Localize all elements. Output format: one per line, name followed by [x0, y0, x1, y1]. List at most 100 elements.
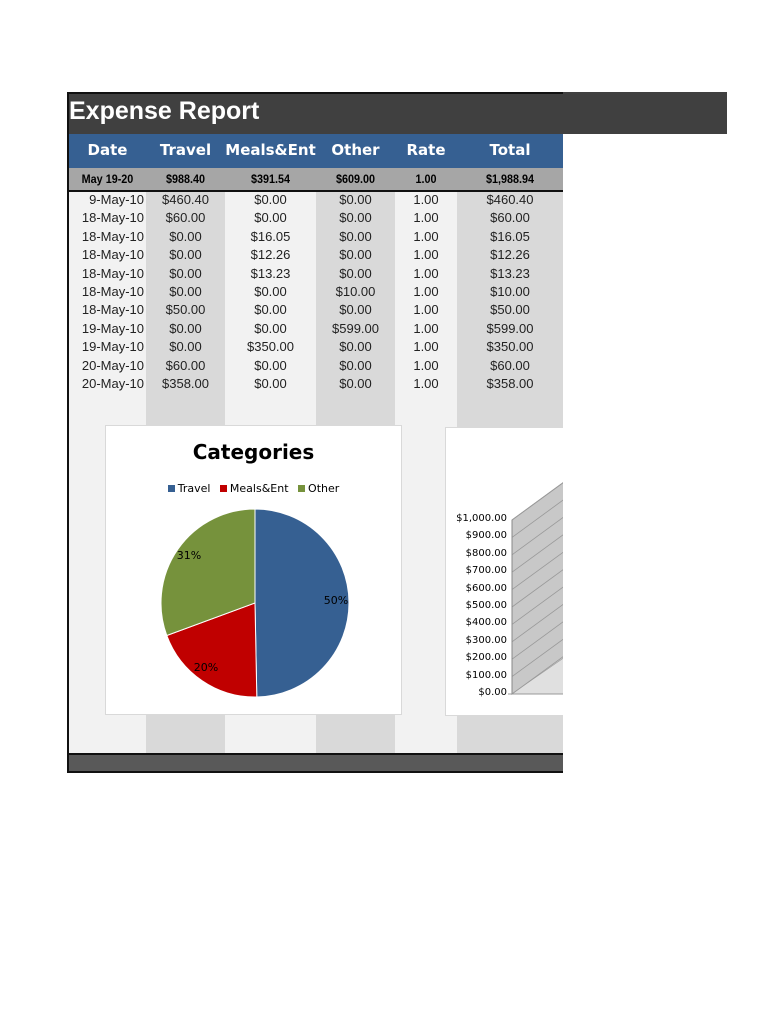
cell-travel[interactable]: $460.40	[162, 192, 209, 207]
cell-meals[interactable]: $0.00	[254, 357, 287, 373]
cell-total[interactable]: $12.26	[490, 247, 530, 263]
y-tick-label: $300.00	[465, 634, 507, 646]
cell-total[interactable]: $350.00	[486, 339, 534, 355]
cell-travel[interactable]: $50.00	[165, 302, 206, 318]
y-tick-label: $900.00	[465, 530, 507, 542]
cell-total[interactable]: $16.05	[490, 228, 530, 244]
pie-legend: Travel Meals&Ent Other	[106, 482, 401, 495]
cell-date[interactable]: 19-May-10	[81, 320, 144, 336]
cell-date[interactable]: 19-May-10	[81, 339, 144, 355]
cell-date[interactable]: 18-May-10	[81, 228, 144, 244]
cell-total[interactable]: $60.00	[490, 357, 530, 373]
cell-meals[interactable]: $0.00	[254, 284, 287, 299]
totals-3d-bar-chart[interactable]: $1,000.00 $900.00 $800.00 $700.00 $600.00 $50…	[445, 427, 563, 716]
header-rate[interactable]: Rate	[406, 141, 446, 159]
cell-travel[interactable]: $0.00	[169, 228, 202, 244]
summary-meals[interactable]: $391.54	[250, 172, 291, 186]
cell-total[interactable]: $13.23	[490, 265, 530, 281]
cell-travel[interactable]: $60.00	[165, 210, 206, 226]
cell-date[interactable]: 20-May-10	[81, 376, 144, 391]
cell-other[interactable]: $0.00	[339, 228, 372, 244]
cell-meals[interactable]: $16.05	[250, 228, 291, 244]
cell-date[interactable]: 9-May-10	[89, 192, 144, 207]
cell-rate[interactable]: 1.00	[413, 210, 439, 226]
header-date[interactable]: Date	[87, 141, 128, 159]
table-header: Date Travel Meals&Ent Other Rate Total	[69, 134, 563, 168]
cell-date[interactable]: 20-May-10	[81, 357, 144, 373]
cell-rate[interactable]: 1.00	[413, 265, 439, 281]
cell-other[interactable]: $0.00	[339, 339, 372, 355]
cell-meals[interactable]: $0.00	[254, 376, 287, 391]
cell-other[interactable]: $599.00	[332, 320, 379, 336]
cell-meals[interactable]: $0.00	[254, 192, 287, 207]
cell-total[interactable]: $599.00	[486, 320, 534, 336]
cell-travel[interactable]: $60.00	[165, 357, 206, 373]
bar-plot-area	[508, 482, 563, 695]
cell-meals[interactable]: $350.00	[247, 339, 294, 355]
legend-item-meals: Meals&Ent	[219, 482, 289, 495]
summary-other[interactable]: $609.00	[335, 172, 376, 186]
cell-other[interactable]: $0.00	[339, 357, 372, 373]
cell-rate[interactable]: 1.00	[413, 339, 439, 355]
cell-other[interactable]: $0.00	[339, 302, 372, 318]
cell-date[interactable]: 18-May-10	[81, 302, 144, 318]
footer-bar	[67, 753, 563, 773]
cell-rate[interactable]: 1.00	[413, 228, 439, 244]
summary-date[interactable]: May 19-20	[81, 172, 134, 186]
pie-data-label: 50%	[324, 594, 348, 607]
cell-date[interactable]: 18-May-10	[81, 284, 144, 299]
cell-rate[interactable]: 1.00	[413, 376, 439, 391]
legend-swatch-meals	[219, 485, 227, 492]
cell-total[interactable]: $460.40	[486, 192, 534, 207]
pie-chart-title: Categories	[192, 440, 315, 464]
y-tick-label: $600.00	[465, 582, 507, 594]
pie-slice-other[interactable]	[160, 508, 256, 637]
summary-row: May 19-20 $988.40 $391.54 $609.00 1.00 $…	[69, 168, 563, 192]
header-other[interactable]: Other	[331, 141, 380, 159]
legend-swatch-travel	[167, 485, 175, 492]
cell-meals[interactable]: $0.00	[254, 320, 287, 336]
cell-rate[interactable]: 1.00	[413, 357, 439, 373]
cell-meals[interactable]: $0.00	[254, 302, 287, 318]
cell-meals[interactable]: $0.00	[254, 210, 287, 226]
cell-rate[interactable]: 1.00	[413, 192, 439, 207]
cell-travel[interactable]: $0.00	[169, 320, 202, 336]
cell-total[interactable]: $50.00	[490, 302, 530, 318]
cell-travel[interactable]: $0.00	[169, 247, 202, 263]
legend-swatch-other	[298, 485, 306, 492]
cell-rate[interactable]: 1.00	[413, 320, 439, 336]
cell-date[interactable]: 18-May-10	[81, 247, 144, 263]
cell-other[interactable]: $10.00	[335, 284, 376, 299]
cell-rate[interactable]: 1.00	[413, 247, 439, 263]
cell-rate[interactable]: 1.00	[413, 284, 439, 299]
categories-pie-chart[interactable]: Categories Travel Meals&Ent Other 50% 20%…	[105, 425, 402, 715]
header-total[interactable]: Total	[489, 141, 531, 159]
cell-other[interactable]: $0.00	[339, 265, 372, 281]
summary-rate[interactable]: 1.00	[415, 172, 437, 186]
cell-other[interactable]: $0.00	[339, 247, 372, 263]
cell-rate[interactable]: 1.00	[413, 302, 439, 318]
report-title: Expense Report	[69, 97, 260, 125]
cell-travel[interactable]: $358.00	[162, 376, 209, 391]
cell-total[interactable]: $60.00	[490, 210, 530, 226]
cell-meals[interactable]: $12.26	[250, 247, 291, 263]
pie-data-label: 31%	[177, 549, 201, 562]
cell-travel[interactable]: $0.00	[169, 265, 202, 281]
cell-date[interactable]: 18-May-10	[81, 265, 144, 281]
cell-travel[interactable]: $0.00	[169, 339, 202, 355]
pie-slice-mealsent[interactable]	[166, 602, 258, 698]
cell-travel[interactable]: $0.00	[169, 284, 202, 299]
cell-total[interactable]: $10.00	[490, 284, 530, 299]
header-travel[interactable]: Travel	[159, 141, 212, 159]
summary-total[interactable]: $1,988.94	[485, 172, 535, 186]
header-meals[interactable]: Meals&Ent	[225, 141, 316, 159]
cell-date[interactable]: 18-May-10	[81, 210, 144, 226]
cell-total[interactable]: $358.00	[486, 376, 534, 391]
cell-other[interactable]: $0.00	[339, 210, 372, 226]
cell-meals[interactable]: $13.23	[250, 265, 291, 281]
pie-slice-travel[interactable]	[254, 508, 350, 698]
summary-travel[interactable]: $988.40	[165, 172, 206, 186]
cell-other[interactable]: $0.00	[339, 376, 372, 391]
y-tick-label: $800.00	[465, 547, 507, 559]
cell-other[interactable]: $0.00	[339, 192, 372, 207]
